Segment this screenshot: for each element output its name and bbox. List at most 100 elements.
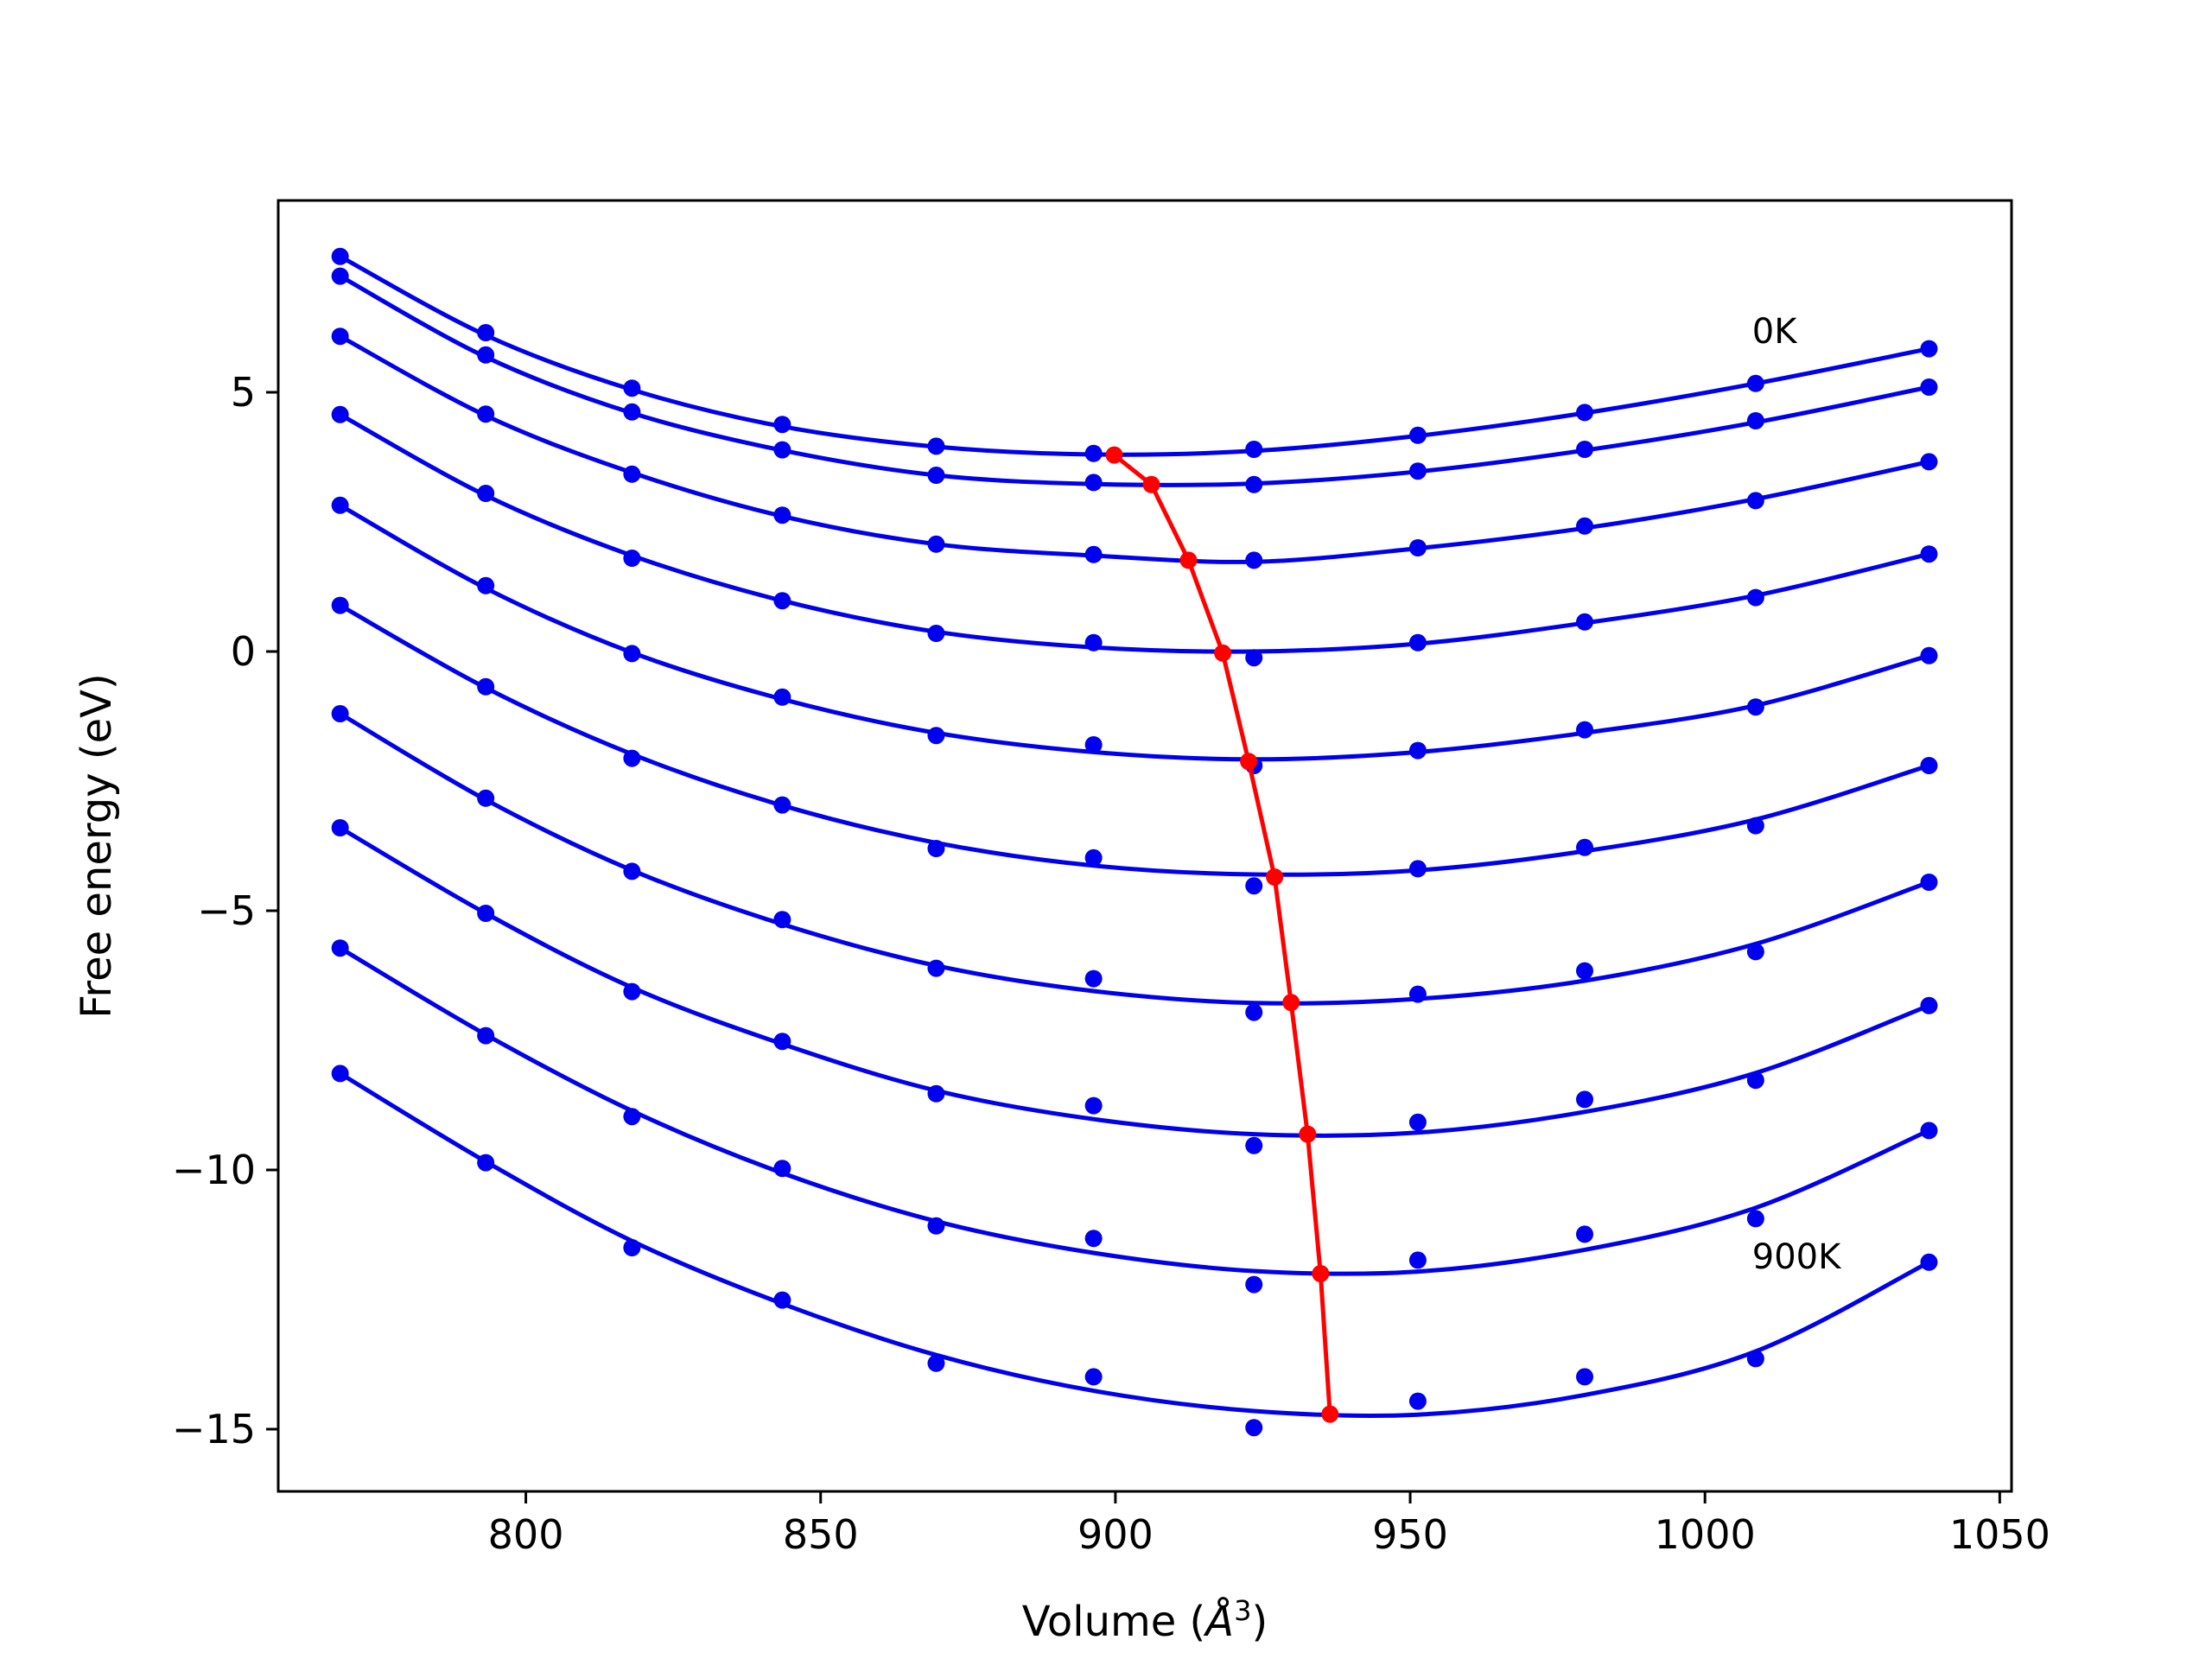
data-point (623, 379, 641, 397)
data-point (1245, 1003, 1263, 1021)
data-point (1408, 426, 1427, 444)
x-tick-label: 800 (488, 1511, 564, 1558)
data-point (1408, 462, 1427, 480)
data-point (477, 324, 495, 341)
data-point (1746, 1350, 1764, 1368)
data-point (1245, 551, 1263, 569)
data-point (477, 1154, 495, 1172)
minimum-point (1266, 868, 1284, 886)
data-point (331, 1065, 349, 1083)
data-point (331, 267, 349, 285)
data-point (1084, 1230, 1103, 1248)
data-point (1408, 539, 1427, 556)
x-tick-label: 950 (1372, 1511, 1448, 1558)
data-point (1746, 1071, 1764, 1090)
data-point (331, 327, 349, 346)
y-tick-label: 0 (231, 628, 256, 675)
data-point (1920, 545, 1938, 563)
data-point (1576, 441, 1594, 458)
data-point (927, 727, 945, 745)
data-point (773, 796, 791, 814)
data-point (1576, 1225, 1594, 1243)
data-point (1920, 757, 1938, 774)
data-point (623, 645, 641, 663)
data-point (331, 247, 349, 265)
data-point (331, 705, 349, 722)
data-point (1408, 985, 1427, 1003)
data-point (773, 688, 791, 706)
data-point (927, 467, 945, 484)
data-point (1408, 1113, 1427, 1131)
data-point (927, 1354, 945, 1372)
curve-annotation: 0K (1752, 312, 1798, 352)
y-tick-label: −10 (172, 1147, 256, 1193)
minimum-point (1321, 1405, 1339, 1423)
data-point (1245, 475, 1263, 493)
data-point (1920, 646, 1938, 664)
minimum-point (1282, 994, 1300, 1012)
data-point (773, 506, 791, 524)
data-point (1245, 877, 1263, 895)
data-point (477, 1027, 495, 1045)
data-point (623, 465, 641, 483)
data-point (623, 749, 641, 767)
data-point (477, 485, 495, 502)
data-point (1746, 374, 1764, 392)
data-point (1920, 453, 1938, 471)
data-point (1920, 340, 1938, 358)
y-axis-label: Free energy (eV) (73, 673, 121, 1018)
data-point (1746, 698, 1764, 716)
data-point (1576, 613, 1594, 631)
data-point (1576, 404, 1594, 422)
minimum-point (1105, 446, 1123, 464)
data-point (1084, 969, 1103, 988)
data-point (1084, 1368, 1103, 1386)
data-point (477, 905, 495, 922)
data-point (1084, 849, 1103, 867)
data-point (1576, 517, 1594, 535)
minimum-point (1179, 551, 1198, 569)
data-point (773, 1160, 791, 1178)
minimum-point (1299, 1125, 1317, 1143)
minima-line (1112, 453, 1332, 1414)
minimum-point (1312, 1265, 1330, 1282)
data-point (1920, 874, 1938, 891)
data-point (773, 592, 791, 610)
data-point (477, 789, 495, 807)
data-points (331, 247, 1938, 1437)
data-point (477, 346, 495, 364)
data-point (1084, 444, 1103, 462)
data-point (1245, 441, 1263, 458)
data-point (331, 819, 349, 836)
data-point (1408, 1392, 1427, 1410)
data-point (623, 403, 641, 421)
data-point (331, 939, 349, 957)
data-point (1245, 649, 1263, 667)
plot-frame (276, 199, 2013, 1493)
x-tick-label: 1000 (1655, 1511, 1756, 1558)
data-point (773, 911, 791, 929)
data-point (331, 496, 349, 514)
data-point (623, 862, 641, 880)
data-point (1576, 1090, 1594, 1109)
data-point (1245, 1136, 1263, 1154)
data-point (1920, 378, 1938, 396)
data-point (1084, 1096, 1103, 1115)
data-point (623, 550, 641, 567)
x-axis-label: Volume (Å3) (1022, 1594, 1268, 1646)
data-point (1920, 1253, 1938, 1271)
fit-curve-8 (339, 946, 1930, 1276)
data-point (623, 1239, 641, 1256)
data-point (1746, 412, 1764, 429)
data-point (1408, 741, 1427, 760)
fit-curve-6 (339, 711, 1930, 1006)
y-tick-label: 5 (231, 369, 256, 416)
y-tick-label: −15 (172, 1406, 256, 1452)
minimum-point (1142, 475, 1160, 493)
data-point (1408, 1251, 1427, 1269)
data-point (1576, 838, 1594, 856)
data-point (927, 437, 945, 455)
data-point (1576, 962, 1594, 980)
data-point (1576, 1368, 1594, 1386)
